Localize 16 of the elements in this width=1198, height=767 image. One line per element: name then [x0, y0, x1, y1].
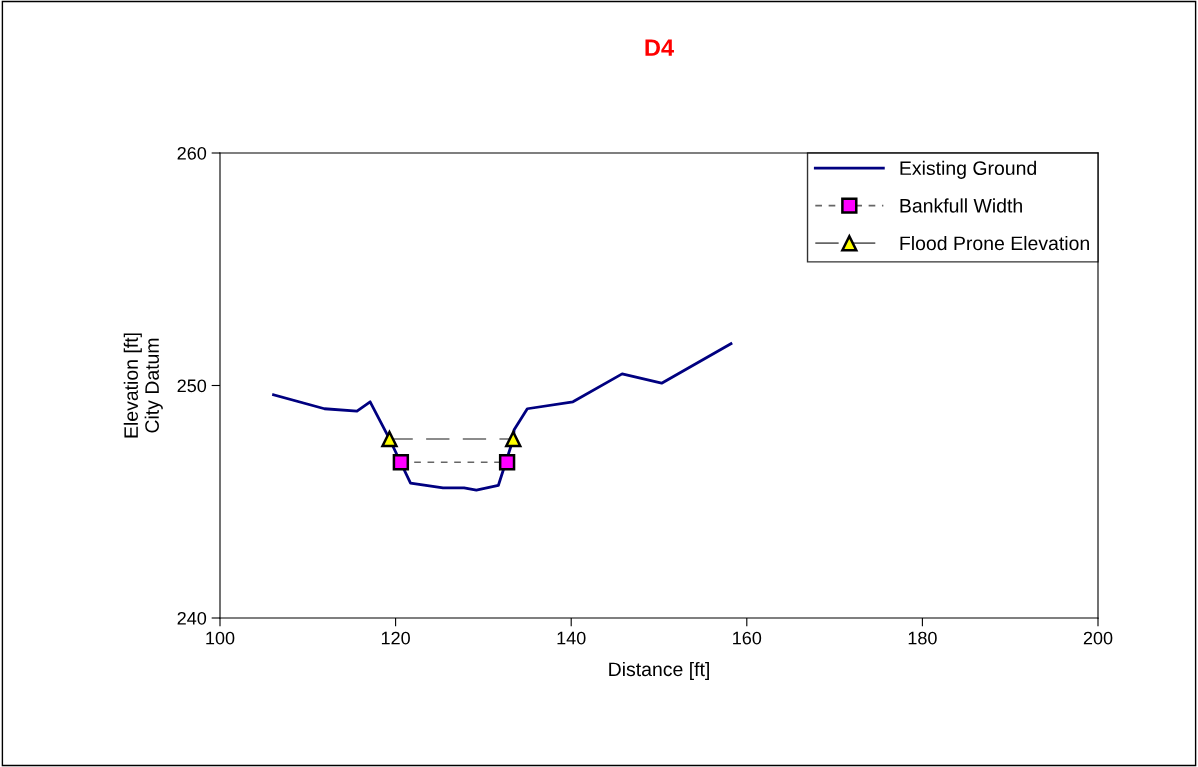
legend-label: Existing Ground [900, 160, 1036, 179]
y-tick-label: 250 [177, 379, 207, 393]
y-tick-label: 240 [177, 611, 207, 625]
line-series [272, 342, 733, 492]
x-tick-label: 120 [381, 631, 410, 645]
legend-label: Flood Prone Elevation [900, 235, 1089, 251]
x-tick-label: 100 [206, 631, 235, 645]
x-tick-label: 160 [733, 631, 762, 645]
x-tick-label: 180 [908, 631, 937, 645]
y-tick-label: 260 [177, 146, 207, 160]
x-tick-label: 140 [557, 631, 586, 645]
x-axis-title: Distance [ft] [609, 661, 709, 681]
legend-label: Bankfull Width [900, 198, 1022, 213]
y-axis-title: Elevation [ft] City Datum [123, 333, 163, 438]
x-tick-label: 200 [1083, 631, 1113, 645]
chart-title: D4 [645, 39, 674, 56]
